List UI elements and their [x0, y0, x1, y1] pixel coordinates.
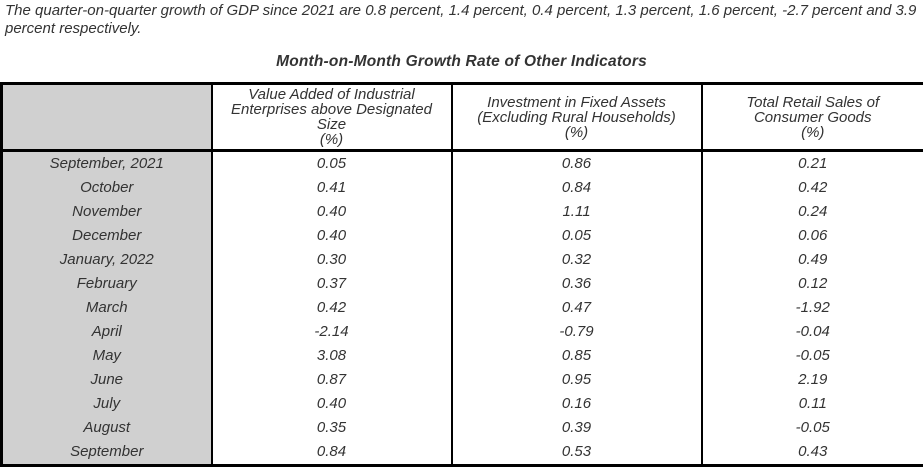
row-label: May — [2, 344, 212, 368]
row-label: October — [2, 176, 212, 200]
value-cell: -1.92 — [702, 296, 923, 320]
value-cell: 0.35 — [212, 416, 452, 440]
column-header-2: Investment in Fixed Assets(Excluding Rur… — [452, 84, 702, 151]
value-cell: 0.95 — [452, 368, 702, 392]
column-header-line: (Excluding Rural Households) — [457, 110, 697, 125]
row-label: December — [2, 224, 212, 248]
value-cell: 3.08 — [212, 344, 452, 368]
row-label: March — [2, 296, 212, 320]
value-cell: 0.84 — [452, 176, 702, 200]
row-label: July — [2, 392, 212, 416]
column-header-line: Enterprises above Designated — [217, 102, 447, 117]
value-cell: 2.19 — [702, 368, 923, 392]
value-cell: 0.42 — [702, 176, 923, 200]
value-cell: 0.40 — [212, 224, 452, 248]
row-label: August — [2, 416, 212, 440]
corner-cell — [2, 84, 212, 151]
value-cell: 0.42 — [212, 296, 452, 320]
value-cell: 0.24 — [702, 200, 923, 224]
row-label: September, 2021 — [2, 151, 212, 177]
column-header-line: Value Added of Industrial — [217, 87, 447, 102]
column-header-line: Consumer Goods — [707, 110, 920, 125]
value-cell: 0.11 — [702, 392, 923, 416]
column-header-line: Investment in Fixed Assets — [457, 95, 697, 110]
value-cell: 0.40 — [212, 200, 452, 224]
value-cell: 0.53 — [452, 440, 702, 466]
value-cell: 0.39 — [452, 416, 702, 440]
value-cell: 0.40 — [212, 392, 452, 416]
value-cell: -0.05 — [702, 344, 923, 368]
value-cell: -2.14 — [212, 320, 452, 344]
value-cell: 0.87 — [212, 368, 452, 392]
value-cell: 0.16 — [452, 392, 702, 416]
column-header-line: Size — [217, 117, 447, 132]
value-cell: 0.06 — [702, 224, 923, 248]
value-cell: 0.36 — [452, 272, 702, 296]
value-cell: 0.84 — [212, 440, 452, 466]
column-header-line: Total Retail Sales of — [707, 95, 920, 110]
row-label: January, 2022 — [2, 248, 212, 272]
value-cell: 0.85 — [452, 344, 702, 368]
value-cell: -0.04 — [702, 320, 923, 344]
value-cell: 0.41 — [212, 176, 452, 200]
column-header-line: (%) — [457, 125, 697, 140]
value-cell: -0.79 — [452, 320, 702, 344]
table-title: Month-on-Month Growth Rate of Other Indi… — [0, 53, 923, 71]
value-cell: 0.47 — [452, 296, 702, 320]
value-cell: 0.05 — [212, 151, 452, 177]
row-label: June — [2, 368, 212, 392]
row-label: April — [2, 320, 212, 344]
value-cell: 1.11 — [452, 200, 702, 224]
value-cell: 0.37 — [212, 272, 452, 296]
value-cell: 0.21 — [702, 151, 923, 177]
row-label: November — [2, 200, 212, 224]
column-header-line: (%) — [217, 132, 447, 147]
column-header-line: (%) — [707, 125, 920, 140]
value-cell: 0.30 — [212, 248, 452, 272]
row-label: September — [2, 440, 212, 466]
value-cell: 0.12 — [702, 272, 923, 296]
value-cell: 0.05 — [452, 224, 702, 248]
value-cell: 0.32 — [452, 248, 702, 272]
table-row: April-2.14-0.79-0.04 — [2, 320, 923, 344]
value-cell: 0.86 — [452, 151, 702, 177]
intro-paragraph: The quarter-on-quarter growth of GDP sin… — [0, 0, 923, 38]
value-cell: 0.43 — [702, 440, 923, 466]
value-cell: 0.49 — [702, 248, 923, 272]
value-cell: -0.05 — [702, 416, 923, 440]
row-label: February — [2, 272, 212, 296]
